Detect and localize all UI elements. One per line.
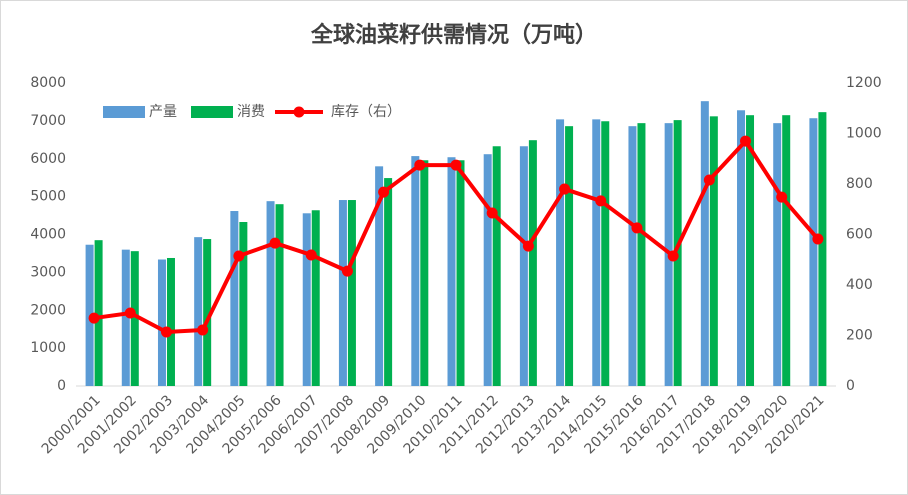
- bar: [338, 200, 347, 386]
- bar: [601, 121, 610, 386]
- bar: [302, 213, 311, 386]
- line-marker: [197, 324, 209, 336]
- line-marker: [124, 307, 136, 319]
- line-marker: [631, 222, 643, 234]
- y2-tick-label: 400: [846, 277, 873, 293]
- y2-tick-label: 800: [846, 176, 873, 192]
- y2-tick-label: 600: [846, 227, 873, 243]
- bar: [592, 119, 601, 387]
- y-tick-label: 0: [57, 378, 66, 394]
- line-marker: [812, 233, 824, 245]
- bar: [483, 154, 492, 386]
- bar: [773, 123, 782, 387]
- bar: [628, 126, 637, 387]
- bar: [700, 101, 709, 387]
- bar: [157, 259, 166, 386]
- chart-title: 全球油菜籽供需情况（万吨）: [310, 22, 597, 48]
- line-marker: [559, 183, 571, 195]
- bar: [203, 239, 212, 386]
- line-marker: [269, 237, 281, 249]
- line-marker: [740, 135, 752, 147]
- bar: [266, 201, 275, 386]
- bar: [809, 118, 818, 386]
- line-marker: [450, 159, 462, 171]
- bar: [709, 116, 718, 386]
- y2-tick-label: 1200: [846, 75, 882, 91]
- y2-tick-label: 1000: [846, 126, 882, 142]
- bar: [528, 140, 537, 386]
- bar: [818, 112, 827, 386]
- y-tick-label: 4000: [30, 227, 66, 243]
- bar: [737, 110, 746, 387]
- bar: [275, 204, 284, 386]
- bar: [384, 178, 393, 386]
- line-marker: [486, 207, 498, 219]
- line-marker: [378, 186, 390, 198]
- bar: [556, 119, 565, 387]
- bar: [230, 211, 239, 386]
- legend-swatch: [191, 106, 233, 118]
- bar: [565, 126, 574, 387]
- y-tick-label: 8000: [30, 75, 66, 91]
- y-tick-label: 7000: [30, 113, 66, 129]
- bar: [94, 240, 103, 386]
- bar: [375, 166, 384, 386]
- line-marker: [667, 250, 679, 262]
- line-marker: [341, 265, 353, 277]
- y2-tick-label: 200: [846, 328, 873, 344]
- bar: [311, 210, 320, 386]
- line-marker: [703, 174, 715, 186]
- bar: [194, 237, 203, 386]
- line-marker: [595, 195, 607, 207]
- bar: [239, 222, 248, 386]
- y-tick-label: 1000: [30, 340, 66, 356]
- bar: [121, 249, 130, 386]
- line-marker: [233, 250, 245, 262]
- bar: [447, 157, 456, 386]
- legend-swatch: [103, 106, 145, 118]
- bar: [637, 123, 646, 387]
- line-marker: [88, 312, 100, 324]
- bar: [420, 160, 429, 386]
- legend-label: 消费: [237, 104, 265, 120]
- bar: [492, 146, 501, 386]
- y-tick-label: 2000: [30, 302, 66, 318]
- line-marker: [414, 159, 426, 171]
- bar: [519, 146, 528, 386]
- bar: [130, 251, 139, 386]
- line-marker: [305, 249, 317, 261]
- y-tick-label: 3000: [30, 264, 66, 280]
- bar: [456, 160, 465, 386]
- bar: [166, 257, 175, 386]
- legend-label: 库存（右）: [331, 104, 401, 120]
- bar: [347, 200, 356, 386]
- legend-marker: [293, 106, 305, 118]
- bar: [782, 115, 791, 386]
- legend-label: 产量: [149, 104, 177, 120]
- line-marker: [776, 191, 788, 203]
- bar: [411, 156, 420, 386]
- line-marker: [160, 326, 172, 338]
- line-marker: [522, 240, 534, 252]
- y-tick-label: 6000: [30, 151, 66, 167]
- y2-tick-label: 0: [846, 378, 855, 394]
- bar: [746, 115, 755, 386]
- y-tick-label: 5000: [30, 189, 66, 205]
